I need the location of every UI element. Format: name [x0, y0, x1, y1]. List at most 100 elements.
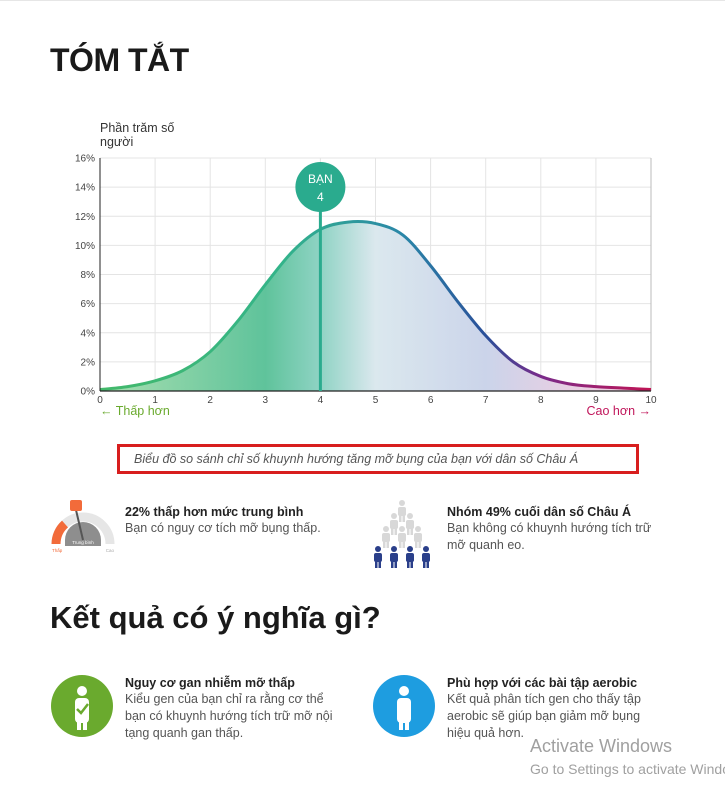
- y-tick-label: 8%: [81, 270, 96, 281]
- chart-caption-box: Biểu đồ so sánh chỉ số khuynh hướng tăng…: [117, 444, 639, 474]
- result-fatty-liver: Nguy cơ gan nhiễm mỡ thấp Kiểu gen của b…: [125, 675, 375, 742]
- top-divider: [0, 0, 725, 1]
- x-tick-label: 8: [538, 395, 544, 406]
- x-tick-label: 1: [152, 395, 158, 406]
- y-tick-label: 10%: [75, 241, 95, 252]
- person-figure: [390, 513, 398, 535]
- x-tick-label: 9: [593, 395, 599, 406]
- gauge-stat: 22% thấp hơn mức trung bình Bạn có nguy …: [125, 504, 365, 537]
- person-leg: [402, 541, 405, 548]
- person-body: [422, 553, 430, 562]
- person-head: [399, 500, 405, 506]
- y-tick-label: 12%: [75, 212, 95, 223]
- gauge-center-label: Trung bình: [72, 540, 94, 545]
- person-leg: [394, 528, 397, 535]
- watermark-title: Activate Windows: [530, 736, 673, 756]
- gauge-stat-desc: Bạn có nguy cơ tích mỡ bụng thấp.: [125, 521, 321, 535]
- person-leg: [410, 561, 413, 568]
- result-aerobic-line-1: Kết quả phân tích gen cho thấy tập: [447, 692, 641, 706]
- person-leg: [402, 515, 405, 522]
- result-aerobic-title: Phù hợp với các bài tập aerobic: [447, 676, 638, 690]
- chart-caption: Biểu đồ so sánh chỉ số khuynh hướng tăng…: [134, 452, 579, 466]
- person-head: [375, 546, 381, 552]
- x-tick-label: 6: [428, 395, 434, 406]
- person-leg: [426, 561, 429, 568]
- distribution-chart: 0% 2% 4% 6% 8% 10% 12% 14% 16% 0 1 2 3 4 5 6 7 8 9 10 BẠN 4…: [75, 154, 657, 419]
- gauge-high-label: Cao: [106, 548, 115, 553]
- person-body: [374, 553, 382, 562]
- result-aerobic-line-3: hiệu quả hơn.: [447, 726, 525, 740]
- gauge-stat-title: 22% thấp hơn mức trung bình: [125, 505, 304, 519]
- person-figure: [414, 526, 422, 548]
- population-stat-desc-1: Bạn không có khuynh hướng tích trữ: [447, 521, 652, 535]
- person-body: [390, 553, 398, 562]
- gauge-low-label: Thấp: [52, 548, 63, 553]
- person-leg: [415, 541, 418, 548]
- person-leg: [399, 541, 402, 548]
- person-leg: [399, 515, 402, 522]
- result-fatty-liver-title: Nguy cơ gan nhiễm mỡ thấp: [125, 676, 295, 690]
- person-leg: [378, 561, 381, 568]
- x-tick-label: 4: [318, 395, 324, 406]
- person-leg: [407, 528, 410, 535]
- you-marker-badge: [295, 162, 346, 212]
- you-marker-value: 4: [317, 190, 324, 204]
- person-leg: [418, 541, 421, 548]
- person-leg: [375, 561, 378, 568]
- person-body: [398, 507, 406, 516]
- gauge-icon: Trung bình Thấp Cao: [51, 500, 115, 553]
- x-tick-label: 0: [97, 395, 103, 406]
- person-body: [406, 553, 414, 562]
- chart-y-axis-label: Phần trăm số người: [100, 121, 175, 149]
- y-tick-label: 14%: [75, 183, 95, 194]
- y-tick-label: 6%: [81, 299, 96, 310]
- person-head: [391, 546, 397, 552]
- person-head: [399, 526, 405, 532]
- person-head: [407, 513, 413, 519]
- population-stat: Nhóm 49% cuối dân số Châu Á Bạn không có…: [447, 504, 697, 554]
- result-aerobic: Phù hợp với các bài tập aerobic Kết quả …: [447, 675, 697, 742]
- person-figure: [374, 546, 382, 568]
- person-figure: [398, 500, 406, 522]
- y-tick-label: 0%: [81, 387, 96, 398]
- person-leg: [394, 561, 397, 568]
- person-figure: [390, 546, 398, 568]
- person-leg: [407, 561, 410, 568]
- you-marker-label: BẠN: [308, 172, 333, 186]
- y-tick-label: 4%: [81, 328, 96, 339]
- x-tick-label: 10: [645, 395, 657, 406]
- y-tick-label: 2%: [81, 357, 96, 368]
- person-head: [391, 513, 397, 519]
- person-body: [398, 533, 406, 542]
- person-body: [414, 533, 422, 542]
- person-leg: [391, 528, 394, 535]
- section-title: Kết quả có ý nghĩa gì?: [50, 600, 381, 635]
- person-figure: [406, 513, 414, 535]
- person-check-icon: [51, 675, 113, 737]
- person-figure: [382, 526, 390, 548]
- person-body: [406, 520, 414, 529]
- distribution-curve: [99, 220, 652, 392]
- person-body: [382, 533, 390, 542]
- person-leg: [410, 528, 413, 535]
- result-fatty-liver-line-2: bạn có khuynh hướng tích trữ mỡ nội: [125, 709, 333, 723]
- x-tick-label: 5: [373, 395, 379, 406]
- person-head: [407, 546, 413, 552]
- x-tick-label: 2: [207, 395, 213, 406]
- y-tick-label: 16%: [75, 154, 95, 165]
- watermark-subtitle: Go to Settings to activate Windows.: [530, 761, 725, 777]
- person-figure: [422, 546, 430, 568]
- high-direction-label: Cao hơn →: [587, 404, 651, 418]
- low-direction-label: ← Thấp hơn: [100, 404, 170, 418]
- person-head: [423, 546, 429, 552]
- population-stat-title: Nhóm 49% cuối dân số Châu Á: [447, 505, 632, 519]
- person-icon: [373, 675, 435, 737]
- result-fatty-liver-line-1: Kiểu gen của bạn chỉ ra rằng cơ thể: [125, 692, 324, 706]
- person-leg: [383, 541, 386, 548]
- distribution-area: [100, 221, 651, 391]
- person-figure: [398, 526, 406, 548]
- result-aerobic-line-2: aerobic sẽ giúp bạn giảm mỡ bụng: [447, 709, 641, 723]
- page-title: TÓM TẮT: [50, 42, 189, 78]
- x-tick-label: 3: [263, 395, 269, 406]
- person-leg: [386, 541, 389, 548]
